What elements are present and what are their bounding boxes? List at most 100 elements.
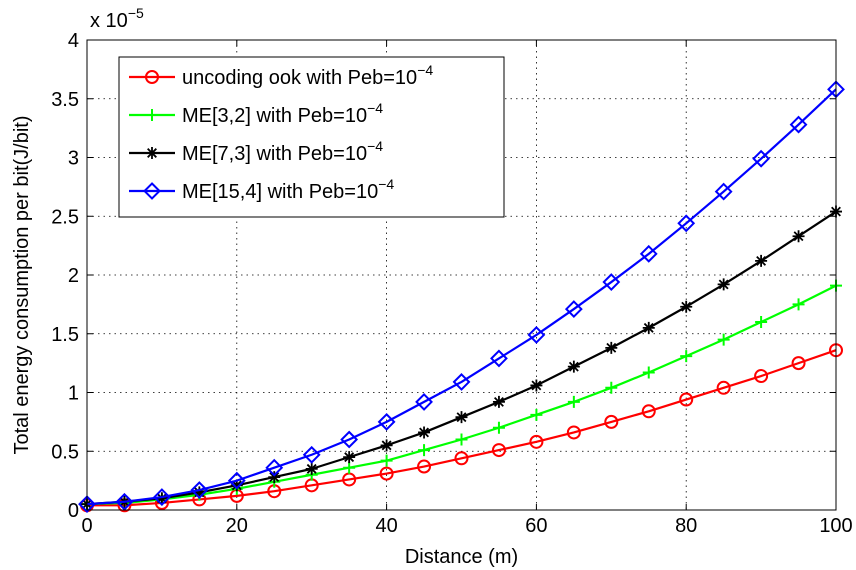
data-point xyxy=(752,149,771,168)
data-point xyxy=(340,430,359,449)
legend-entry: ME[15,4] with Peb=10−4 xyxy=(129,176,394,203)
legend-entry: ME[7,3] with Peb=10−4 xyxy=(129,138,383,165)
y-tick-label: 4 xyxy=(68,30,79,52)
data-point xyxy=(452,373,471,391)
data-point xyxy=(343,461,356,474)
x-tick-label: 40 xyxy=(375,515,397,537)
series-3 xyxy=(81,205,842,511)
data-point xyxy=(680,350,693,363)
data-point xyxy=(605,381,618,394)
y-axis-exponent-label: x 10−5 xyxy=(90,5,144,32)
y-tick-label: 0 xyxy=(68,500,79,522)
data-point xyxy=(230,479,243,492)
series-line xyxy=(86,88,837,506)
y-axis-title: Total energy consumption per bit(J/bit) xyxy=(11,115,33,454)
x-axis-title: Distance (m) xyxy=(405,546,518,568)
data-point xyxy=(642,321,655,334)
data-point xyxy=(455,411,468,424)
y-tick-label: 1 xyxy=(68,383,79,405)
data-point xyxy=(717,333,730,346)
y-tick-label: 1.5 xyxy=(51,324,79,346)
data-point xyxy=(265,458,284,477)
data-point xyxy=(639,244,658,263)
data-point xyxy=(604,414,619,429)
tick-labels: 0 20 40 60 80 100 0 0.5 1 1.5 2 2.5 3 3.5 4 xyxy=(51,30,853,537)
y-tick-label: 3.5 xyxy=(51,89,79,111)
legend: uncoding ook with Peb=10−4 ME[3,2] with P… xyxy=(118,56,505,218)
data-point xyxy=(716,380,731,395)
data-point xyxy=(190,481,209,499)
data-point xyxy=(754,369,769,384)
tick-marks xyxy=(86,39,837,511)
data-point xyxy=(714,182,733,201)
x-tick-label: 60 xyxy=(525,515,547,537)
legend-label: ME[3,2] with Peb=10−4 xyxy=(182,100,383,127)
data-point xyxy=(418,444,431,457)
data-point xyxy=(418,426,431,439)
data-point xyxy=(417,459,432,474)
data-point xyxy=(791,356,806,371)
data-point xyxy=(641,404,656,419)
data-point xyxy=(530,408,543,421)
data-point xyxy=(492,395,505,408)
data-point xyxy=(677,214,696,233)
data-point xyxy=(792,298,805,311)
y-tick-label: 0.5 xyxy=(51,441,79,463)
data-point xyxy=(152,488,171,506)
data-point xyxy=(792,230,805,243)
legend-label: ME[7,3] with Peb=10−4 xyxy=(182,138,383,165)
legend-marker xyxy=(145,70,159,84)
data-point xyxy=(529,434,544,449)
series-4 xyxy=(78,80,845,514)
data-point xyxy=(455,433,468,446)
legend-marker xyxy=(143,182,161,200)
legend-marker xyxy=(146,147,158,159)
x-tick-label: 100 xyxy=(819,515,852,537)
data-point xyxy=(379,466,394,481)
legend-marker xyxy=(146,109,158,121)
data-point xyxy=(227,471,246,490)
data-point xyxy=(78,495,96,514)
data-point xyxy=(530,379,543,392)
data-point xyxy=(602,273,621,291)
data-point xyxy=(566,425,581,440)
series-layer xyxy=(78,80,845,514)
data-point xyxy=(377,412,396,431)
data-point xyxy=(415,392,433,411)
data-point xyxy=(789,115,808,134)
data-point xyxy=(268,471,281,484)
data-point xyxy=(305,462,318,475)
data-point xyxy=(491,443,506,458)
data-point xyxy=(567,395,580,408)
data-point xyxy=(717,278,730,291)
y-tick-label: 2.5 xyxy=(51,206,79,228)
series-2 xyxy=(81,279,842,511)
x-tick-label: 0 xyxy=(81,515,92,537)
data-point xyxy=(343,451,356,464)
series-line xyxy=(87,349,837,507)
data-point xyxy=(193,486,206,499)
data-point xyxy=(642,366,655,379)
series-line xyxy=(86,284,837,506)
series-line xyxy=(86,210,837,506)
data-point xyxy=(755,254,768,267)
legend-entry: uncoding ook with Peb=10−4 xyxy=(129,62,433,89)
data-point xyxy=(679,392,694,407)
x-tick-label: 80 xyxy=(675,515,697,537)
data-point xyxy=(155,492,168,505)
data-point xyxy=(605,341,618,354)
data-point xyxy=(490,349,508,368)
data-point xyxy=(115,492,134,511)
x-tick-label: 20 xyxy=(226,515,248,537)
data-point xyxy=(755,316,768,328)
data-point xyxy=(380,439,393,452)
data-point xyxy=(680,300,693,313)
y-tick-label: 2 xyxy=(68,265,79,287)
y-tick-label: 3 xyxy=(68,148,79,170)
legend-box xyxy=(118,56,505,218)
legend-label: uncoding ook with Peb=10−4 xyxy=(182,62,433,89)
data-point xyxy=(567,360,580,373)
data-point xyxy=(302,445,321,464)
